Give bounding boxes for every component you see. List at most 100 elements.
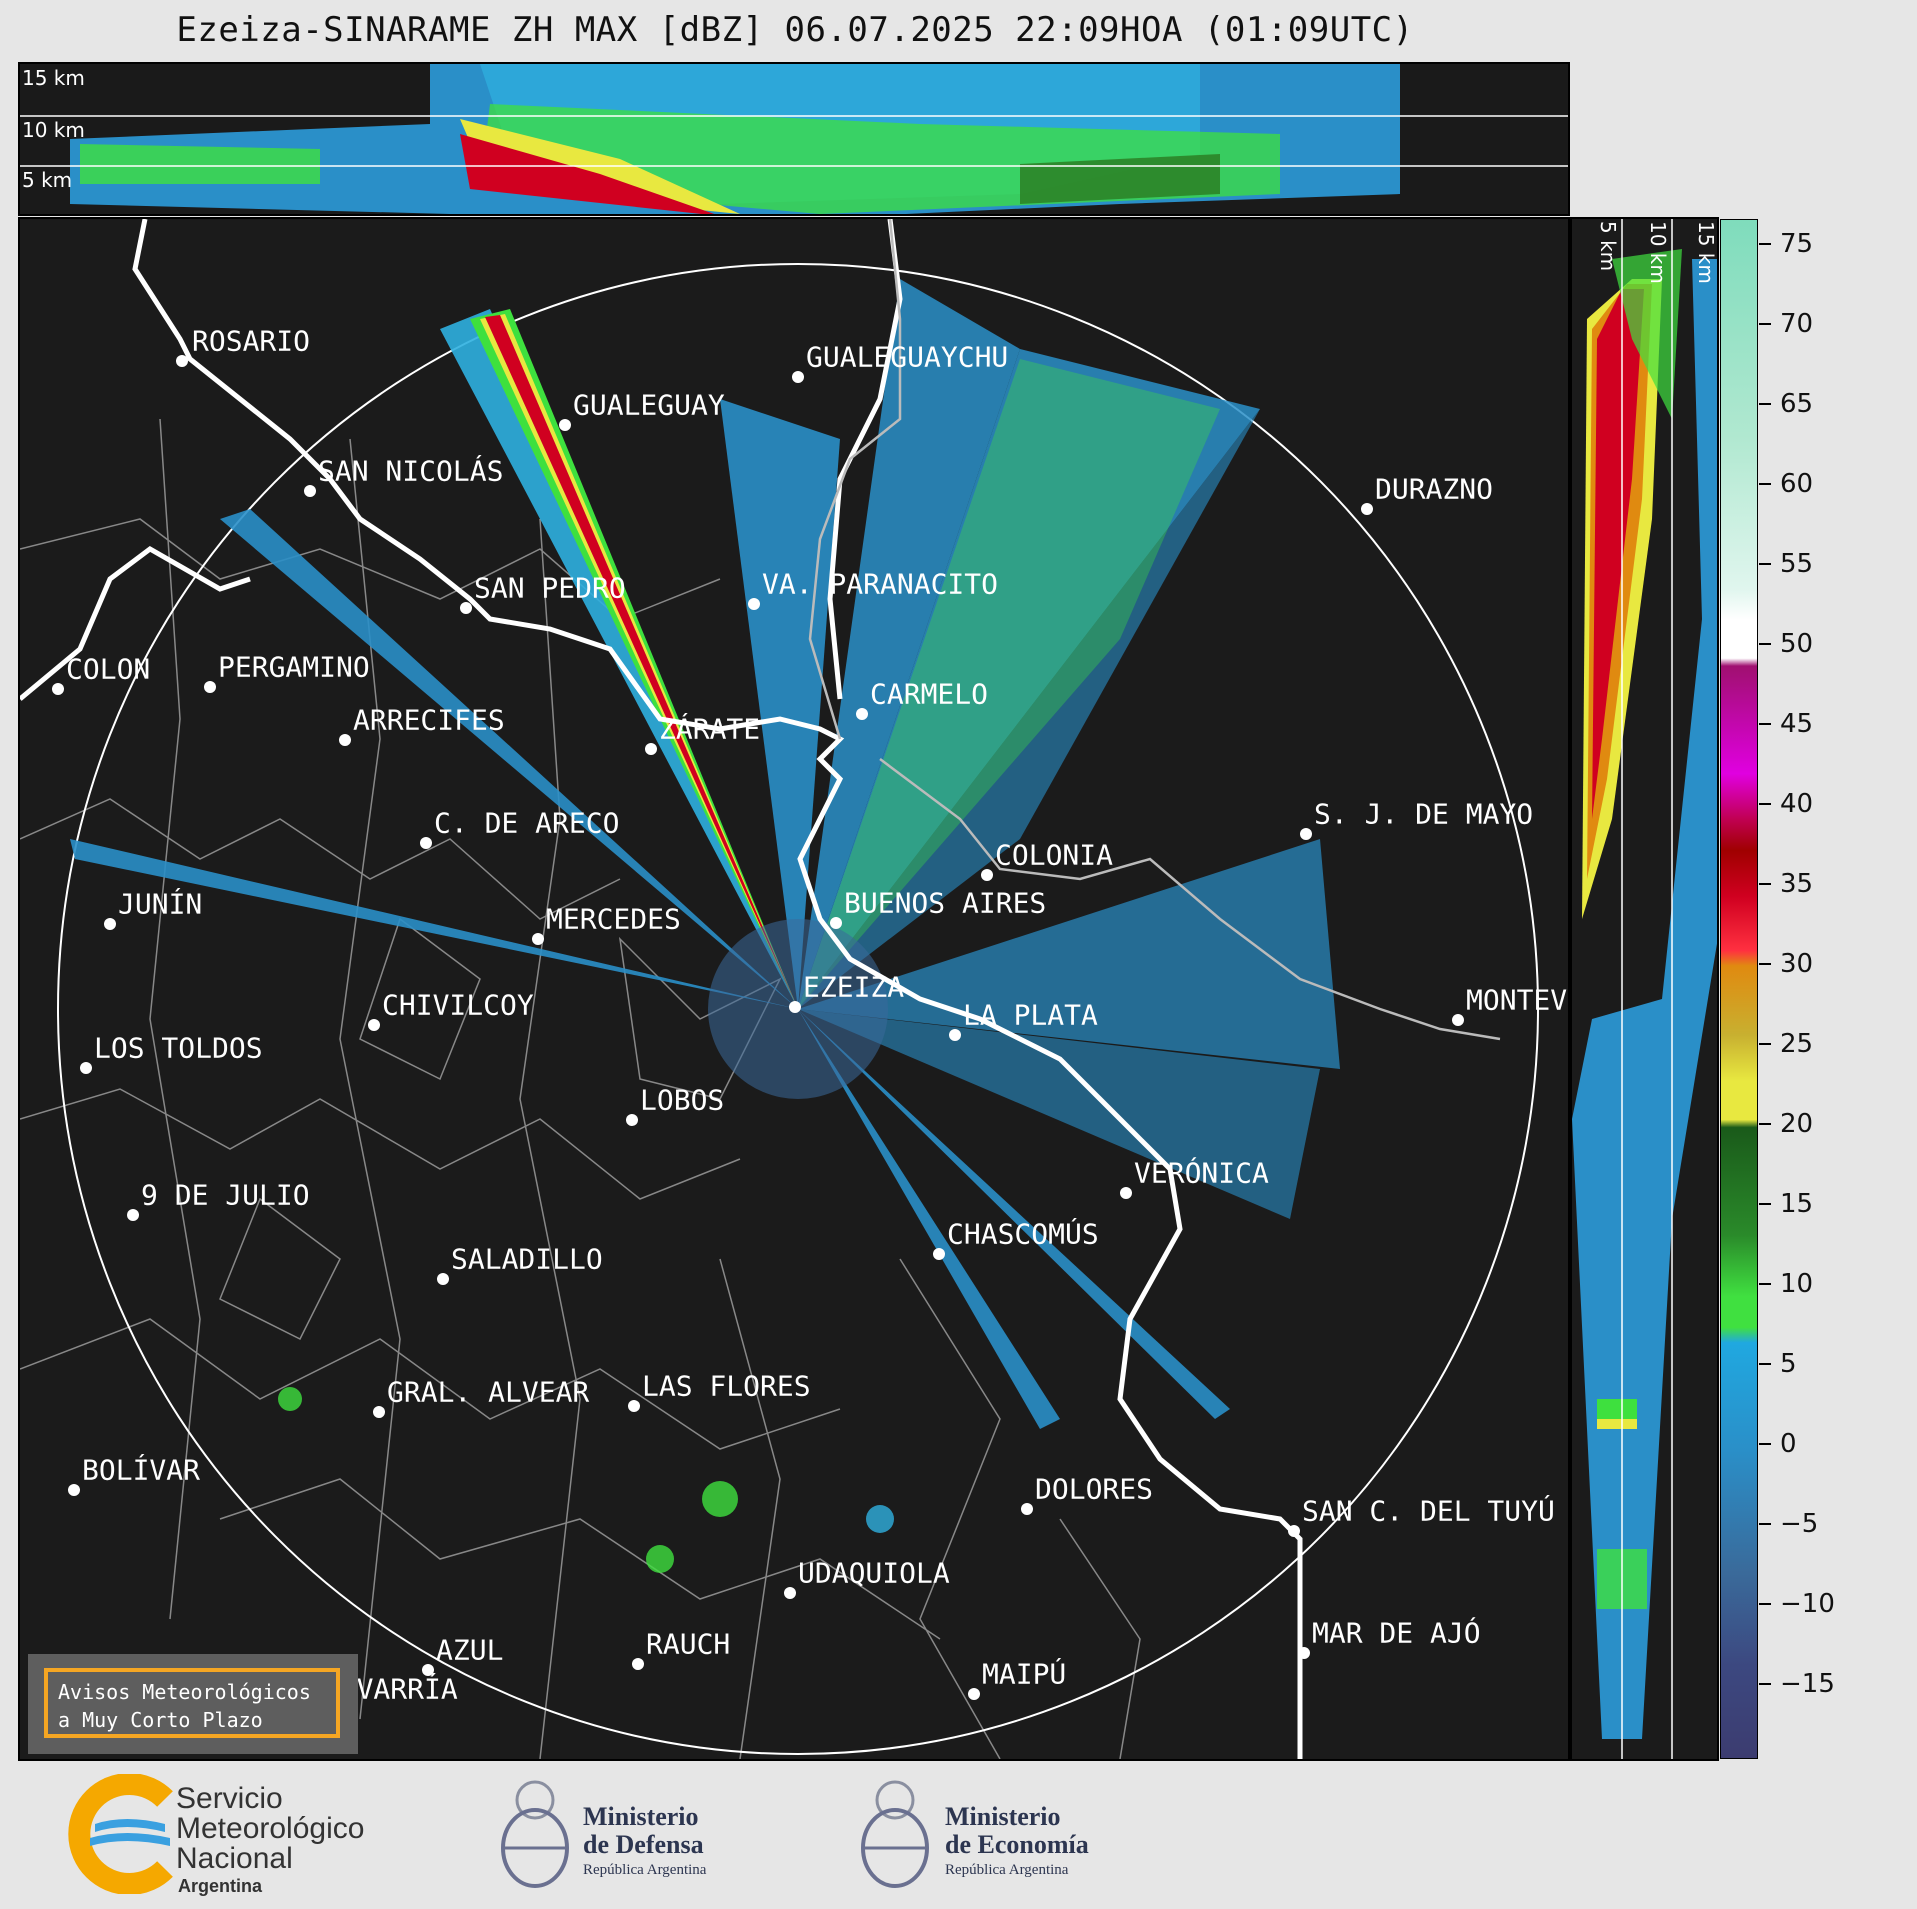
city-label-chivilcoy: CHIVILCOY bbox=[382, 988, 534, 1022]
city-label-lobos: LOBOS bbox=[640, 1083, 725, 1117]
city-label-pergamino: PERGAMINO bbox=[218, 650, 370, 684]
city-label-san-nicolas: SAN NICOLÁS bbox=[318, 454, 504, 488]
colorbar-tick-label: 50 bbox=[1780, 629, 1814, 659]
colorbar-tick-mark bbox=[1759, 1603, 1771, 1605]
city-dot bbox=[52, 683, 64, 695]
city-label-azul: AZUL bbox=[436, 1633, 504, 1667]
city-label-montev: MONTEV bbox=[1466, 983, 1568, 1017]
colorbar-tick-mark bbox=[1759, 1523, 1771, 1525]
avisos-panel[interactable]: Avisos Meteorológicos a Muy Corto Plazo bbox=[28, 1654, 358, 1754]
city-dot bbox=[856, 708, 868, 720]
city-dot bbox=[968, 1688, 980, 1700]
range-ring bbox=[57, 263, 1539, 1755]
city-label-gualeguaychu: GUALEGUAYCHU bbox=[806, 340, 1009, 374]
city-dot bbox=[1300, 828, 1312, 840]
smn-line-4: Argentina bbox=[178, 1876, 263, 1896]
coastline bbox=[20, 219, 1303, 1759]
avisos-line-2: a Muy Corto Plazo bbox=[58, 1708, 263, 1732]
city-dot bbox=[104, 918, 116, 930]
colorbar-tick-mark bbox=[1759, 883, 1771, 885]
colorbar-tick-mark bbox=[1759, 963, 1771, 965]
city-dot bbox=[204, 681, 216, 693]
colorbar-tick-mark bbox=[1759, 803, 1771, 805]
avisos-line-1: Avisos Meteorológicos bbox=[58, 1680, 311, 1704]
radar-site-dot bbox=[789, 1001, 801, 1013]
city-label-colonia: COLONIA bbox=[995, 838, 1114, 872]
city-dot bbox=[792, 371, 804, 383]
smn-line-2: Meteorológico bbox=[176, 1812, 365, 1845]
colorbar-tick-label: −15 bbox=[1780, 1669, 1835, 1699]
city-dot bbox=[176, 355, 188, 367]
city-label-la-plata: LA PLATA bbox=[963, 998, 1098, 1032]
city-label-las-flores: LAS FLORES bbox=[642, 1369, 811, 1403]
city-label-c-de-areco: C. DE ARECO bbox=[434, 806, 620, 840]
city-label-udaquiola: UDAQUIOLA bbox=[798, 1556, 950, 1590]
top-cross-section-echo bbox=[20, 64, 1568, 214]
city-dot bbox=[559, 419, 571, 431]
city-label-buenos-aires: BUENOS AIRES bbox=[844, 886, 1047, 920]
borders bbox=[808, 219, 1501, 1041]
city-label-los-toldos: LOS TOLDOS bbox=[94, 1031, 263, 1065]
city-label-rosario: ROSARIO bbox=[192, 324, 311, 358]
colorbar-tick-label: 70 bbox=[1780, 309, 1814, 339]
colorbar-tick-mark bbox=[1759, 1363, 1771, 1365]
city-label-carmelo: CARMELO bbox=[870, 677, 989, 711]
city-dot bbox=[420, 837, 432, 849]
colorbar-tick-label: 65 bbox=[1780, 389, 1814, 419]
avisos-box[interactable]: Avisos Meteorológicos a Muy Corto Plazo bbox=[44, 1668, 340, 1738]
city-dot bbox=[368, 1019, 380, 1031]
top-cross-section-panel: 15 km 10 km 5 km bbox=[18, 62, 1570, 216]
city-dot bbox=[784, 1587, 796, 1599]
colorbar-tick-mark bbox=[1759, 243, 1771, 245]
defensa-line-1: Ministerio bbox=[583, 1802, 699, 1831]
city-label-9-de-julio: 9 DE JULIO bbox=[141, 1178, 310, 1212]
economia-line-3: República Argentina bbox=[945, 1862, 1069, 1878]
city-label-arrecifes: ARRECIFES bbox=[353, 703, 505, 737]
city-label-ezeiza: EZEIZA bbox=[803, 970, 905, 1004]
city-label-gualeguay: GUALEGUAY bbox=[573, 388, 725, 422]
colorbar-tick-label: −5 bbox=[1780, 1509, 1819, 1539]
colorbar-tick-label: −10 bbox=[1780, 1589, 1835, 1619]
side-cross-section-echo bbox=[1572, 219, 1717, 1759]
side-height-label-5: 5 km bbox=[1596, 221, 1620, 272]
colorbar-tick-label: 0 bbox=[1780, 1429, 1797, 1459]
colorbar-tick-mark bbox=[1759, 563, 1771, 565]
city-dot bbox=[373, 1406, 385, 1418]
colorbar-tick-label: 10 bbox=[1780, 1269, 1814, 1299]
colorbar-tick-label: 40 bbox=[1780, 789, 1814, 819]
city-label-san-c-del-tuyu: SAN C. DEL TUYÚ bbox=[1302, 1494, 1555, 1528]
city-dot bbox=[532, 933, 544, 945]
colorbar-tick-mark bbox=[1759, 1683, 1771, 1685]
economia-line-1: Ministerio bbox=[945, 1802, 1061, 1831]
colorbar-tick-label: 55 bbox=[1780, 549, 1814, 579]
colorbar-tick-mark bbox=[1759, 723, 1771, 725]
colorbar-tick-mark bbox=[1759, 1443, 1771, 1445]
city-dot bbox=[339, 734, 351, 746]
city-dot bbox=[748, 598, 760, 610]
city-dot bbox=[304, 485, 316, 497]
colorbar-tick-mark bbox=[1759, 323, 1771, 325]
city-dot bbox=[645, 743, 657, 755]
city-label-rauch: RAUCH bbox=[646, 1627, 731, 1661]
city-label-va-paranacito: VA. PARANACITO bbox=[762, 567, 999, 601]
colorbar-tick-label: 75 bbox=[1780, 229, 1814, 259]
city-label-junin: JUNÍN bbox=[118, 887, 203, 921]
smn-logo-icon bbox=[68, 1774, 173, 1894]
radar-map-panel: ROSARIO GUALEGUAYCHU GUALEGUAY SAN NICOL… bbox=[18, 217, 1570, 1761]
colorbar-tick-label: 15 bbox=[1780, 1189, 1814, 1219]
city-label-sj-de-mayo: S. J. DE MAYO bbox=[1314, 797, 1534, 831]
city-dot bbox=[1288, 1525, 1300, 1537]
city-dot bbox=[437, 1273, 449, 1285]
city-label-gral-alvear: GRAL. ALVEAR bbox=[387, 1375, 590, 1409]
city-dot bbox=[1298, 1647, 1310, 1659]
city-dot bbox=[628, 1400, 640, 1412]
colorbar-tick-mark bbox=[1759, 483, 1771, 485]
department-boundaries bbox=[20, 418, 1141, 1759]
city-label-chascomus: CHASCOMÚS bbox=[947, 1217, 1099, 1251]
smn-line-3: Nacional bbox=[176, 1842, 293, 1875]
colorbar-tick-mark bbox=[1759, 1043, 1771, 1045]
city-dot bbox=[80, 1062, 92, 1074]
coat-of-arms-icon bbox=[861, 1780, 929, 1888]
city-dot bbox=[949, 1029, 961, 1041]
colorbar-tick-label: 45 bbox=[1780, 709, 1814, 739]
